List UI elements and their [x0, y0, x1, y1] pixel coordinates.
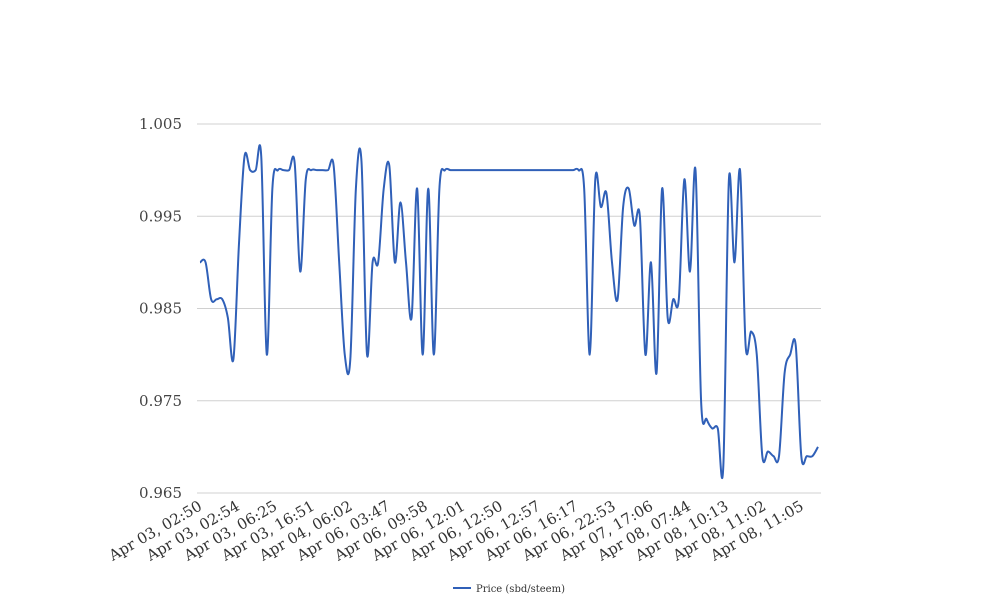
legend: Price (sbd/steem)	[453, 584, 565, 595]
series-line	[199, 144, 819, 479]
legend-label: Price (sbd/steem)	[476, 584, 565, 595]
gridlines	[197, 123, 821, 494]
y-axis-tick-labels: 0.965 0.975 0.985 0.995 1.005	[139, 115, 182, 502]
y-tick-label: 1.005	[139, 115, 182, 133]
series-lines	[199, 144, 819, 479]
y-tick-label: 0.985	[139, 300, 182, 318]
y-tick-label: 0.975	[139, 392, 182, 410]
y-tick-label: 0.965	[139, 484, 182, 502]
y-tick-label: 0.995	[139, 207, 182, 225]
